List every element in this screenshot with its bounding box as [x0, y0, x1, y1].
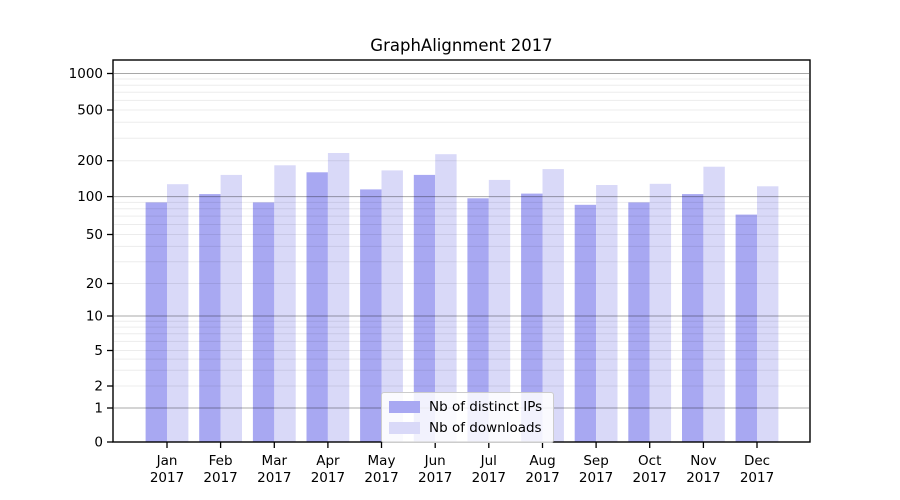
bar-nb-of-distinct-ips-dec — [735, 214, 757, 442]
x-tick-label: May 2017 — [364, 453, 398, 486]
y-tick-label: 5 — [94, 343, 103, 359]
chart-title: GraphAlignment 2017 — [370, 36, 553, 55]
legend-swatch-distinct-ips — [389, 401, 420, 413]
bar-nb-of-downloads-sep — [596, 185, 618, 442]
legend-item-distinct-ips: Nb of distinct IPs — [389, 398, 542, 416]
bar-nb-of-downloads-nov — [703, 166, 725, 442]
legend-item-downloads: Nb of downloads — [389, 419, 542, 437]
bar-nb-of-distinct-ips-may — [360, 189, 382, 442]
bar-nb-of-downloads-feb — [220, 174, 242, 442]
x-tick-label: Nov 2017 — [686, 453, 720, 486]
x-tick-label: Jan 2017 — [150, 453, 184, 486]
bar-nb-of-downloads-may — [381, 170, 403, 442]
x-tick-label: Aug 2017 — [525, 453, 559, 486]
y-tick-label: 50 — [86, 227, 103, 243]
x-tick-label: Sep 2017 — [579, 453, 613, 486]
bar-nb-of-distinct-ips-mar — [252, 202, 275, 442]
y-tick-label: 0 — [94, 435, 103, 451]
x-tick-label: Apr 2017 — [311, 453, 345, 486]
legend-label-downloads: Nb of downloads — [429, 420, 542, 436]
y-tick-label: 200 — [77, 153, 103, 169]
y-tick-label: 100 — [77, 189, 103, 205]
y-tick-label: 500 — [77, 103, 103, 119]
bar-nb-of-distinct-ips-nov — [682, 194, 704, 442]
bar-nb-of-downloads-jun — [435, 154, 457, 442]
legend-label-distinct-ips: Nb of distinct IPs — [429, 399, 543, 415]
bar-nb-of-distinct-ips-jun — [413, 174, 436, 442]
bar-nb-of-downloads-oct — [649, 183, 672, 443]
y-tick-label: 1000 — [69, 66, 103, 82]
x-tick-label: Feb 2017 — [203, 453, 237, 486]
bar-nb-of-distinct-ips-apr — [306, 172, 328, 443]
bar-nb-of-distinct-ips-oct — [628, 202, 650, 442]
bar-nb-of-downloads-aug — [542, 169, 564, 442]
bar-nb-of-distinct-ips-feb — [199, 194, 221, 442]
x-tick-label: Oct 2017 — [633, 453, 667, 486]
legend-swatch-downloads — [389, 422, 420, 434]
x-tick-label: Mar 2017 — [257, 453, 291, 486]
bar-nb-of-distinct-ips-jan — [145, 202, 167, 442]
y-tick-label: 20 — [86, 276, 103, 292]
legend: Nb of distinct IPs Nb of downloads — [381, 392, 555, 443]
bar-nb-of-distinct-ips-jul — [467, 198, 489, 442]
x-tick-label: Dec 2017 — [740, 453, 774, 486]
bar-nb-of-downloads-jan — [167, 184, 189, 442]
bar-nb-of-downloads-mar — [274, 165, 296, 443]
bar-nb-of-downloads-apr — [327, 153, 350, 442]
y-tick-label: 2 — [94, 379, 103, 395]
bar-nb-of-distinct-ips-aug — [521, 193, 543, 442]
y-tick-label: 10 — [86, 309, 103, 325]
bar-nb-of-downloads-dec — [757, 186, 779, 442]
bar-nb-of-distinct-ips-sep — [574, 204, 597, 442]
bar-nb-of-downloads-jul — [488, 179, 511, 442]
y-tick-label: 1 — [94, 401, 103, 417]
x-tick-label: Jul 2017 — [472, 453, 506, 486]
x-tick-label: Jun 2017 — [418, 453, 452, 486]
